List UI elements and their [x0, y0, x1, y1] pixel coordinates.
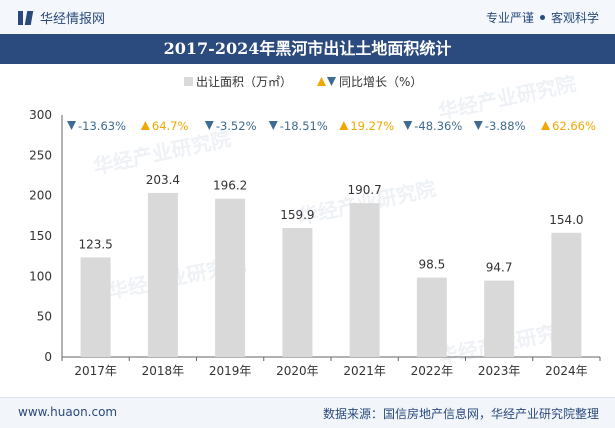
dot-icon	[539, 15, 545, 20]
growth-down-triangle-icon	[473, 121, 483, 130]
growth-down-triangle-icon	[403, 121, 413, 130]
bar	[349, 203, 380, 357]
growth-up-triangle-icon	[339, 121, 349, 130]
footer: www.huaon.com 数据来源：国信房地产信息网，华经产业研究院整理	[0, 397, 615, 428]
x-tick-label: 2017年	[74, 364, 117, 378]
bar	[282, 228, 313, 357]
growth-label: 62.66%	[552, 119, 596, 133]
watermark-text: 华经产业研究院	[436, 71, 578, 124]
bar-value-label: 159.9	[280, 208, 314, 222]
chart: 华经产业研究院华经产业研究院华经产业研究院华经产业研究院华经产业研究院 出让面积…	[29, 71, 601, 378]
slogan: 专业严谨 客观科学	[486, 9, 599, 26]
bar	[551, 232, 582, 357]
y-tick-label: 100	[29, 269, 52, 283]
y-tick-label: 200	[29, 189, 52, 203]
growth-up-triangle-icon	[140, 121, 150, 130]
growth-label: -3.52%	[216, 119, 257, 133]
watermark-text: 华经产业研究院	[91, 126, 233, 179]
growth-label: 19.27%	[350, 119, 394, 133]
bar-value-label: 190.7	[347, 183, 381, 197]
x-tick-label: 2021年	[343, 364, 386, 378]
bar	[215, 198, 246, 357]
legend-down-triangle-icon	[327, 77, 336, 86]
x-tick-label: 2023年	[478, 364, 521, 378]
bar	[147, 192, 178, 357]
bar	[416, 277, 447, 357]
bar	[80, 257, 111, 357]
bar-value-label: 98.5	[419, 258, 446, 272]
brand-name: 华经情报网	[40, 12, 106, 27]
growth-down-triangle-icon	[268, 121, 278, 130]
y-tick-label: 150	[29, 229, 52, 243]
x-tick-label: 2022年	[411, 364, 454, 378]
bar-value-label: 94.7	[486, 261, 513, 275]
slogan-right: 客观科学	[550, 11, 599, 25]
x-tick-label: 2018年	[142, 364, 185, 378]
chart-title: 2017-2024年黑河市出让土地面积统计	[0, 34, 615, 64]
brand: 华经情报网	[18, 8, 105, 27]
growth-down-triangle-icon	[67, 121, 77, 130]
x-tick-label: 2019年	[209, 364, 252, 378]
bar-value-label: 196.2	[213, 179, 247, 193]
legend-bar-swatch	[184, 77, 193, 86]
y-tick-label: 300	[29, 108, 52, 122]
bar-value-label: 154.0	[549, 213, 583, 227]
y-tick-label: 0	[44, 350, 52, 364]
y-tick-label: 250	[29, 148, 52, 162]
growth-label: -18.51%	[280, 119, 328, 133]
y-tick-label: 50	[37, 310, 52, 324]
legend-growth-label: 同比增长（%）	[339, 75, 422, 89]
bar	[484, 280, 515, 357]
growth-label: 64.7%	[152, 119, 189, 133]
brand-logo-icon	[18, 10, 34, 25]
x-tick-label: 2020年	[276, 364, 319, 378]
bar-value-label: 123.5	[78, 237, 112, 251]
growth-up-triangle-icon	[541, 121, 551, 130]
legend-bar-label: 出让面积（万㎡）	[196, 75, 292, 89]
growth-down-triangle-icon	[204, 121, 214, 130]
growth-label: -48.36%	[414, 119, 462, 133]
footer-url[interactable]: www.huaon.com	[18, 405, 118, 419]
x-tick-label: 2024年	[545, 364, 588, 378]
slogan-left: 专业严谨	[485, 11, 534, 25]
top-bar: 华经情报网 专业严谨 客观科学	[0, 0, 615, 34]
growth-label: -13.63%	[78, 119, 126, 133]
legend: 出让面积（万㎡） 同比增长（%）	[184, 75, 422, 89]
growth-label: -3.88%	[485, 119, 526, 133]
bar-value-label: 203.4	[146, 173, 180, 187]
footer-source: 数据来源：国信房地产信息网，华经产业研究院整理	[322, 407, 599, 421]
bars: 123.5 -13.63% 203.4 64.7% 196.2 -3.52% 159.9 -1…	[67, 119, 596, 357]
legend-up-triangle-icon	[317, 77, 326, 86]
